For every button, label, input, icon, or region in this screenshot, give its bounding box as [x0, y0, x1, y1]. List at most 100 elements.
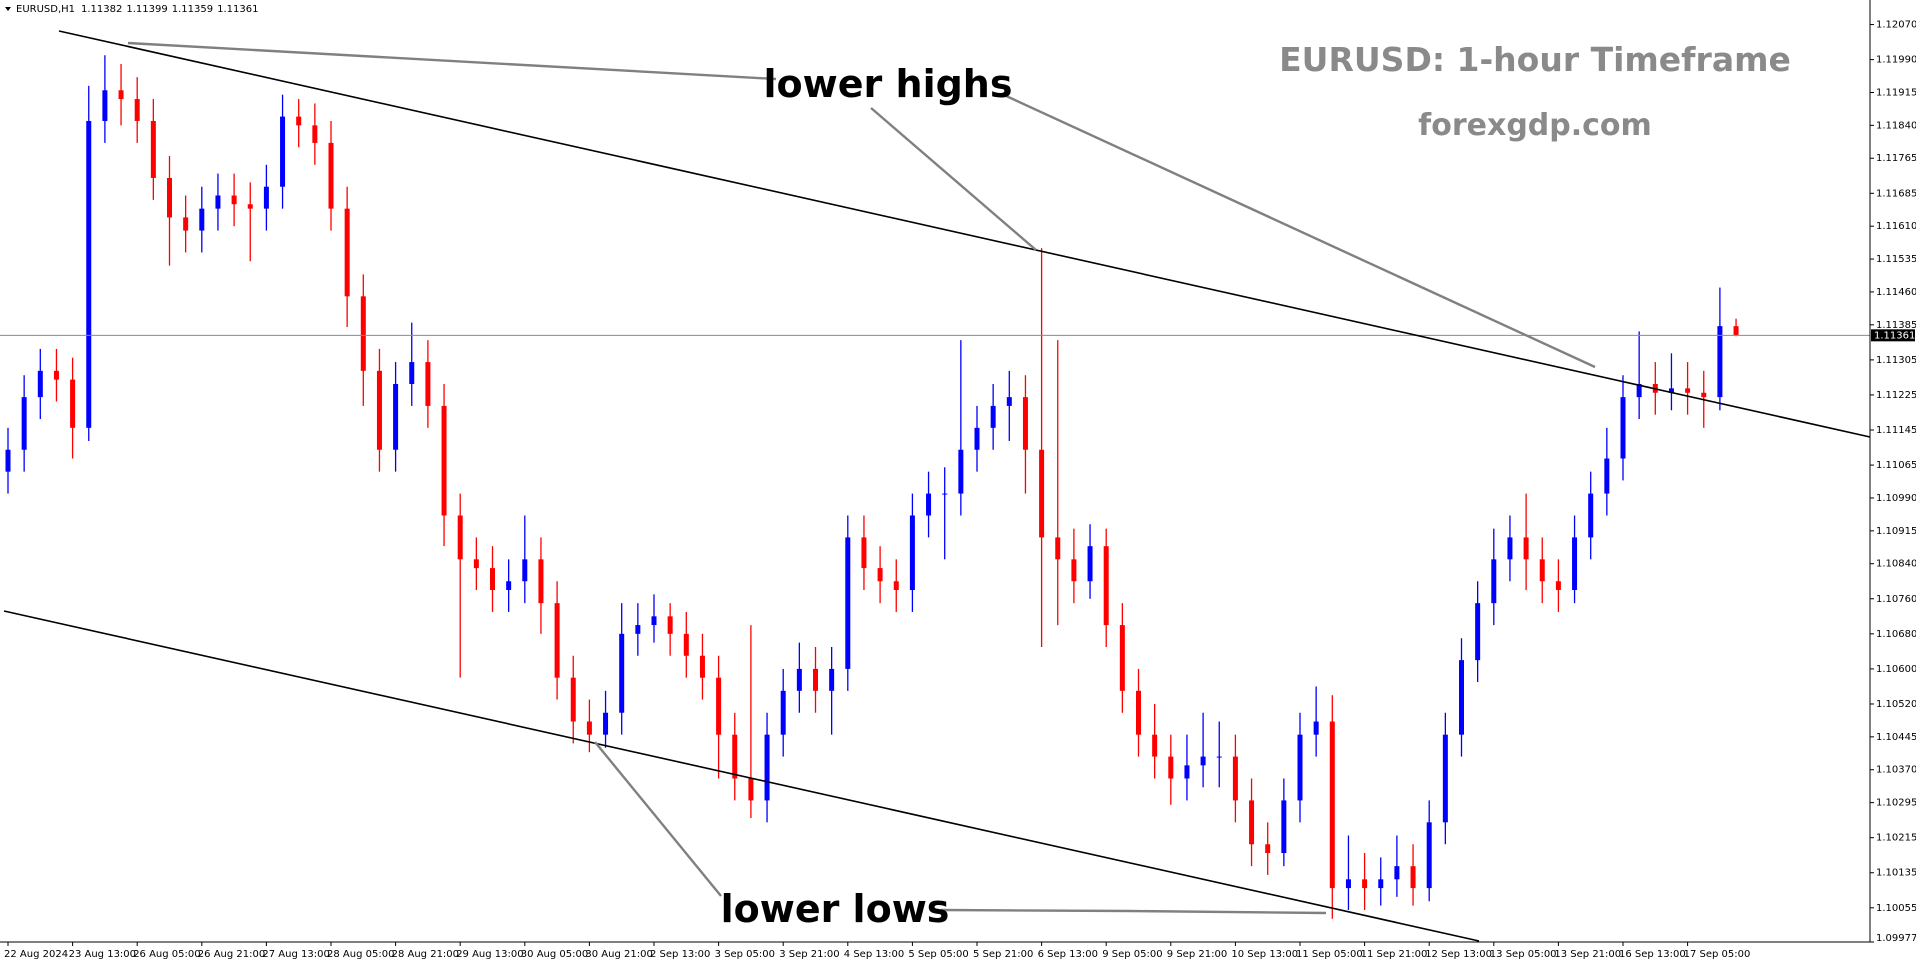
candle-body — [1555, 581, 1561, 591]
y-tick-label: 1.12070 — [1876, 20, 1916, 31]
y-tick-label: 1.10760 — [1876, 594, 1916, 605]
pointer-line — [1003, 93, 1596, 369]
y-tick-label: 1.10370 — [1876, 765, 1916, 776]
x-tick-label: 3 Sep 21:00 — [779, 949, 839, 960]
y-tick-label: 1.10840 — [1876, 559, 1916, 570]
candle-body — [328, 142, 334, 209]
symbol: EURUSD,H1 — [16, 4, 75, 15]
candle-body — [1249, 800, 1255, 845]
candle-body — [5, 449, 11, 472]
x-tick-label: 13 Sep 05:00 — [1490, 949, 1557, 960]
candle-body — [1103, 546, 1109, 626]
lower-trend-line — [3, 610, 1480, 942]
x-tick-label: 5 Sep 05:00 — [908, 949, 968, 960]
candle-body — [1345, 879, 1351, 889]
candle-body — [263, 186, 269, 209]
candle-body — [651, 616, 657, 626]
pointer-line — [940, 908, 1327, 915]
candle-body — [360, 296, 366, 371]
x-tick-label: 17 Sep 05:00 — [1684, 949, 1751, 960]
x-tick-label: 9 Sep 05:00 — [1102, 949, 1162, 960]
x-tick-label: 23 Aug 13:00 — [69, 949, 136, 960]
candle-body — [1475, 603, 1481, 661]
candle-body — [683, 633, 689, 656]
candle-body — [1313, 721, 1319, 735]
candle-body — [635, 625, 641, 634]
candle-body — [1459, 660, 1464, 735]
y-tick-label: 1.11915 — [1876, 87, 1916, 98]
candle-body — [716, 677, 722, 735]
y-tick-label: 1.11765 — [1876, 153, 1916, 164]
candle-body — [861, 537, 867, 569]
x-tick-label: 27 Aug 13:00 — [262, 949, 329, 960]
plot-area — [0, 55, 1870, 919]
candle-body — [990, 405, 996, 428]
header-high: 1.11399 — [126, 4, 167, 15]
y-tick-label: 1.11535 — [1876, 254, 1916, 265]
header-icon — [5, 7, 11, 11]
y-tick-label: 1.11305 — [1876, 355, 1916, 366]
candle-body — [732, 734, 738, 779]
y-tick-label: 1.11225 — [1876, 390, 1916, 401]
candle-body — [1055, 537, 1061, 560]
candle-body — [1442, 734, 1448, 823]
candle-body — [1039, 449, 1045, 538]
y-tick-label: 1.11065 — [1876, 460, 1916, 471]
y-tick-label: 1.11145 — [1876, 425, 1916, 436]
candle-body — [441, 405, 447, 516]
x-tick-label: 26 Aug 21:00 — [198, 949, 265, 960]
y-tick-label: 1.09977 — [1876, 933, 1916, 944]
candle-body — [1281, 800, 1287, 854]
y-tick-label: 1.11460 — [1876, 287, 1916, 298]
candle-body — [1636, 383, 1642, 398]
header: EURUSD,H1 1.11382 1.11399 1.11359 1.11361 — [16, 4, 258, 15]
y-tick-label: 1.10215 — [1876, 833, 1916, 844]
header-open: 1.11382 — [81, 4, 122, 15]
candle-body — [893, 581, 899, 591]
candle-body — [167, 177, 172, 218]
y-tick-label: 1.10135 — [1876, 868, 1916, 879]
candle-body — [619, 633, 625, 713]
y-tick-label: 1.10680 — [1876, 629, 1916, 640]
candle-body — [1426, 822, 1432, 889]
candle-body — [1297, 734, 1303, 801]
candle-body — [1329, 721, 1335, 889]
candle-body — [1362, 879, 1368, 889]
candle-body — [1523, 537, 1529, 560]
y-tick-label: 1.11990 — [1876, 55, 1916, 66]
candle-body — [506, 581, 512, 591]
candle-body — [764, 734, 770, 801]
upper-trend-line — [58, 30, 1871, 438]
chart-title: EURUSD: 1-hour Timeframe — [1279, 40, 1791, 79]
candle-body — [974, 427, 980, 450]
y-tick-label: 1.10055 — [1876, 903, 1916, 914]
pointer-line — [594, 741, 722, 897]
candle-body — [586, 721, 592, 735]
candle-body — [247, 204, 253, 209]
pointer-line — [870, 107, 1037, 251]
candle-body — [199, 208, 205, 231]
candle-body — [86, 120, 92, 428]
x-tick-label: 11 Sep 05:00 — [1296, 949, 1363, 960]
x-tick-label: 2 Sep 13:00 — [650, 949, 710, 960]
x-tick-label: 9 Sep 21:00 — [1167, 949, 1227, 960]
candle-body — [1491, 559, 1497, 604]
y-tick-label: 1.11610 — [1876, 221, 1916, 232]
candle-body — [796, 668, 802, 691]
x-tick-label: 13 Sep 21:00 — [1554, 949, 1621, 960]
x-tick-label: 12 Sep 13:00 — [1425, 949, 1492, 960]
candle-body — [231, 195, 237, 205]
candle-body — [522, 559, 528, 582]
y-tick-label: 1.10990 — [1876, 493, 1916, 504]
candle-body — [457, 515, 463, 560]
x-tick-label: 5 Sep 21:00 — [973, 949, 1033, 960]
y-tick-label: 1.11385 — [1876, 320, 1916, 331]
candle-body — [1119, 625, 1125, 691]
header-close: 1.11361 — [217, 4, 258, 15]
candle-body — [942, 493, 948, 495]
candle-body — [1232, 756, 1238, 801]
y-tick-label: 1.11840 — [1876, 120, 1916, 131]
candle-body — [1022, 397, 1028, 450]
candle-body — [667, 616, 673, 634]
